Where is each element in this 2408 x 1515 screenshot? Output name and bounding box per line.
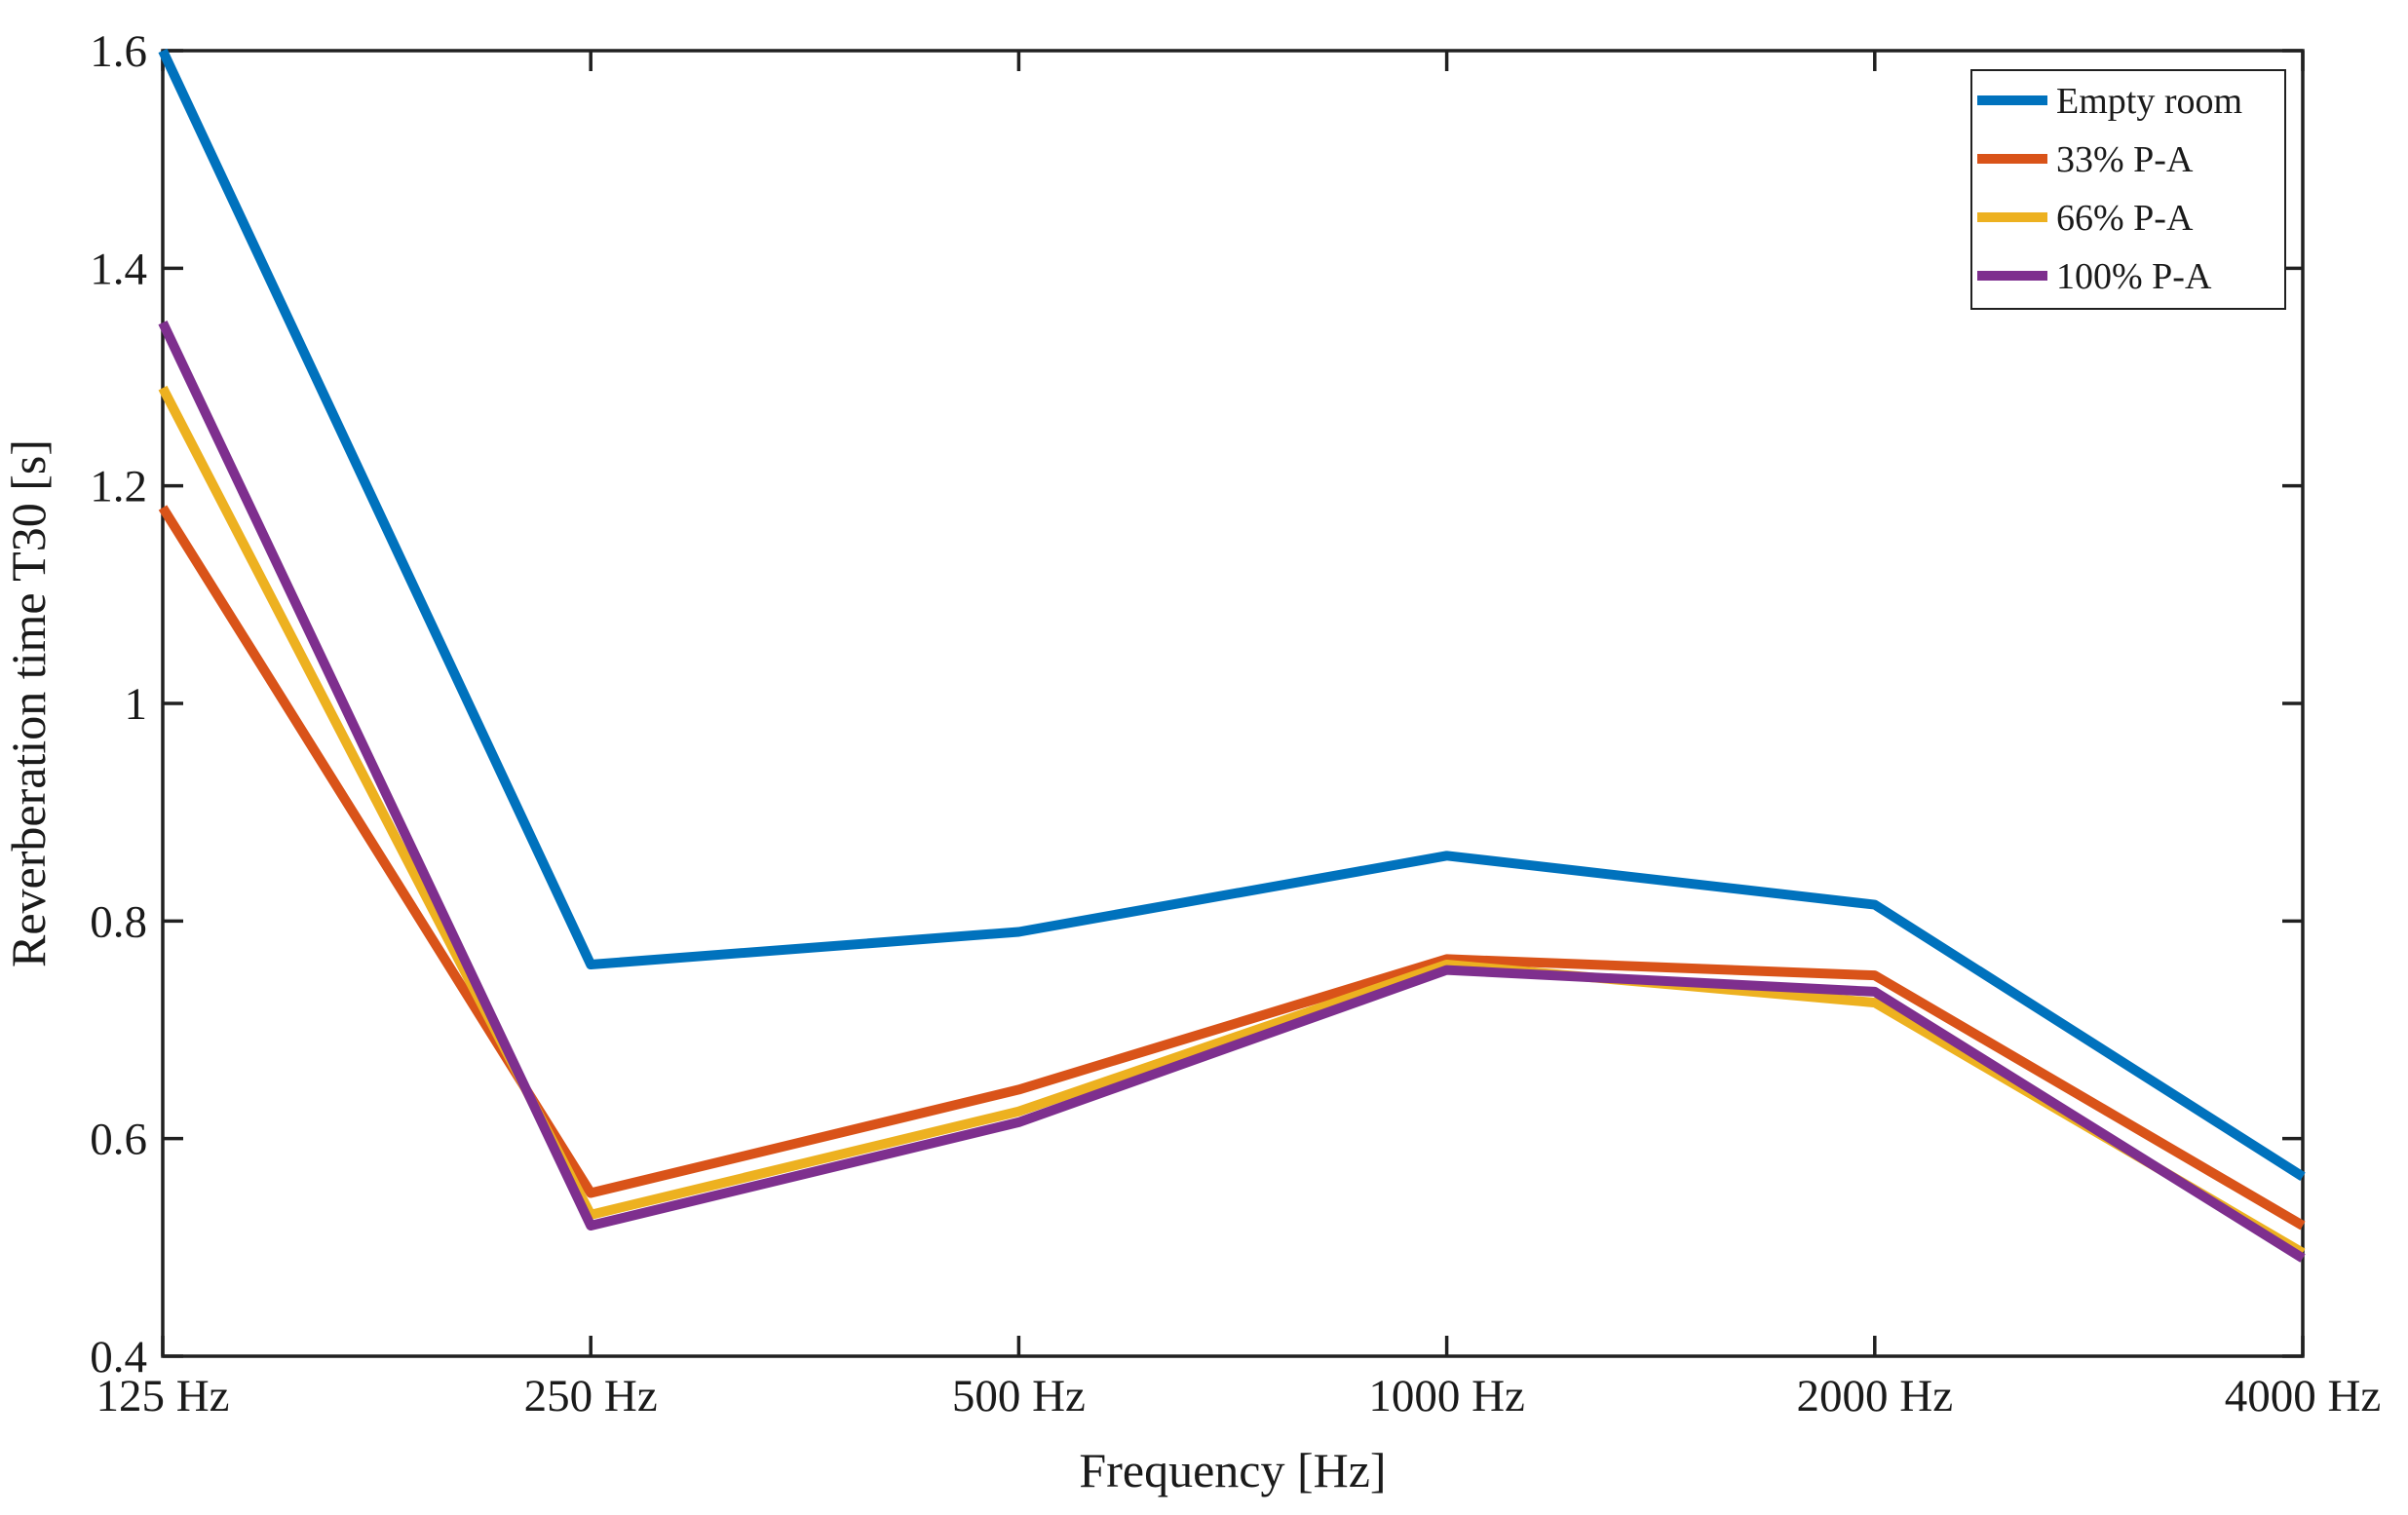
y-tick-label: 0.8 bbox=[90, 896, 147, 947]
y-axis-title: Reverberation time T30 [s] bbox=[1, 439, 56, 967]
y-tick-label: 1 bbox=[125, 679, 148, 730]
x-tick-label: 250 Hz bbox=[524, 1371, 658, 1421]
y-tick-label: 1.4 bbox=[90, 244, 147, 294]
legend-entry: 33% P-A bbox=[1977, 139, 2194, 180]
x-tick-label: 4000 Hz bbox=[2225, 1371, 2382, 1421]
series-lines bbox=[158, 48, 2306, 1263]
plot-area: 125 Hz 250 Hz 500 Hz 1000 Hz 2000 Hz 4000 Hz 0… bbox=[90, 26, 2381, 1421]
legend-entry: 66% P-A bbox=[1977, 198, 2194, 239]
series-line-66-p-a bbox=[158, 385, 2306, 1258]
x-tick-label: 500 Hz bbox=[952, 1371, 1086, 1421]
legend-label: Empty room bbox=[2056, 81, 2242, 122]
legend-entry: 100% P-A bbox=[1977, 256, 2212, 297]
x-axis-title: Frequency [Hz] bbox=[1079, 1443, 1386, 1497]
series-line-33-p-a bbox=[158, 505, 2306, 1231]
legend-box bbox=[1970, 69, 2286, 310]
x-tick-label: 2000 Hz bbox=[1797, 1371, 1954, 1421]
legend-label: 100% P-A bbox=[2056, 256, 2212, 297]
legend-label: 33% P-A bbox=[2056, 139, 2194, 180]
y-tick-label: 1.2 bbox=[90, 462, 147, 512]
y-tick-label: 1.6 bbox=[90, 26, 147, 77]
legend-label: 66% P-A bbox=[2056, 198, 2194, 239]
legend: Empty room 33% P-A 66% P-A 100% P-A bbox=[1970, 69, 2286, 310]
x-tick-label: 125 Hz bbox=[96, 1371, 229, 1421]
y-tick-label: 0.6 bbox=[90, 1115, 147, 1165]
series-line-empty-room bbox=[158, 48, 2306, 1181]
x-tick-label: 1000 Hz bbox=[1368, 1371, 1525, 1421]
legend-entry: Empty room bbox=[1977, 81, 2242, 122]
series-line-100-p-a bbox=[158, 321, 2306, 1263]
y-tick-label: 0.4 bbox=[90, 1332, 147, 1382]
